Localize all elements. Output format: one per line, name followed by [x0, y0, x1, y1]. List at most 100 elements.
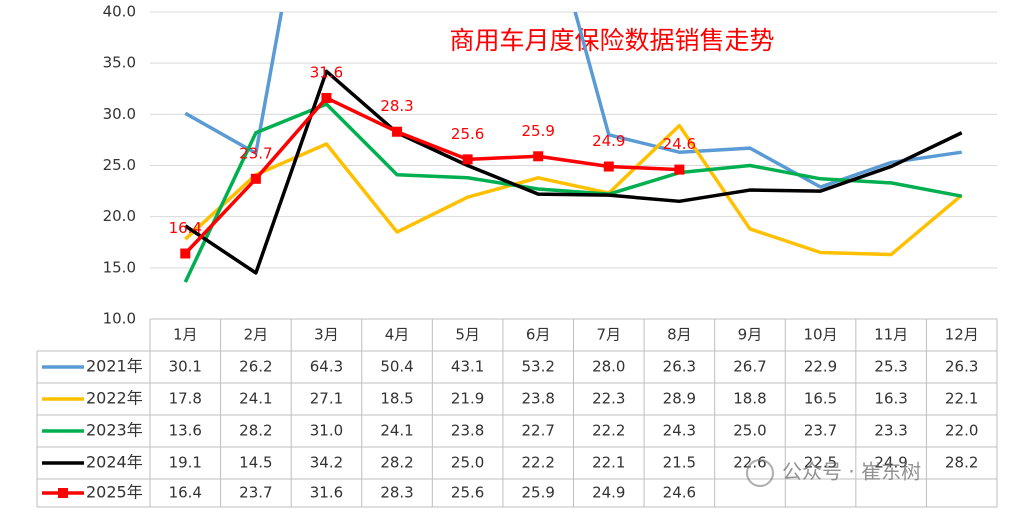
x-tick-label: 3月: [314, 326, 339, 344]
series-marker: [180, 248, 191, 259]
x-tick-label: 10月: [803, 326, 837, 344]
table-cell: 16.3: [874, 390, 907, 408]
table-cell: 23.3: [874, 422, 907, 440]
table-cell: 50.4: [380, 358, 413, 376]
table-cell: 28.2: [239, 422, 272, 440]
table-cell: 21.5: [663, 454, 696, 472]
y-tick-label: 35.0: [103, 54, 136, 72]
table-cell: 22.1: [945, 390, 978, 408]
table-cell: 13.6: [169, 422, 202, 440]
data-label: 28.3: [380, 97, 413, 115]
y-tick-label: 25.0: [103, 156, 136, 174]
table-cell: 22.2: [522, 454, 555, 472]
table-cell: 22.2: [592, 422, 625, 440]
series-marker: [392, 126, 403, 137]
table-cell: 30.1: [169, 358, 202, 376]
table-cell: 27.1: [310, 390, 343, 408]
table-cell: 23.8: [451, 422, 484, 440]
legend-label: 2023年: [86, 421, 143, 440]
table-cell: 24.9: [592, 484, 625, 502]
table-cell: 25.3: [874, 358, 907, 376]
plot-lines: [183, 12, 963, 283]
series-line: [184, 12, 962, 189]
table-cell: 23.7: [239, 484, 272, 502]
x-tick-label: 5月: [455, 326, 480, 344]
x-tick-label: 8月: [667, 326, 692, 344]
data-label: 23.7: [239, 144, 272, 162]
legend-label: 2024年: [86, 453, 143, 472]
table-cell: 18.5: [380, 390, 413, 408]
x-tick-label: 1月: [173, 326, 198, 344]
x-tick-label: 4月: [385, 326, 410, 344]
y-tick-label: 30.0: [103, 105, 136, 123]
data-label: 16.4: [169, 219, 202, 237]
table-cell: 22.0: [945, 422, 978, 440]
chart-title: 商用车月度保险数据销售走势: [449, 26, 774, 55]
legend-label: 2022年: [86, 389, 143, 408]
data-label: 24.6: [663, 135, 696, 153]
table-cell: 34.2: [310, 454, 343, 472]
data-label: 25.9: [522, 122, 555, 140]
series-marker: [250, 173, 261, 184]
x-tick-label: 6月: [526, 326, 551, 344]
x-tick-label: 9月: [738, 326, 763, 344]
table-cell: 24.1: [380, 422, 413, 440]
table-cell: 19.1: [169, 454, 202, 472]
x-tick-label: 12月: [945, 326, 979, 344]
series-line: [184, 69, 963, 275]
x-tick-label: 7月: [597, 326, 622, 344]
table-cell: 26.3: [945, 358, 978, 376]
series-marker: [533, 151, 544, 162]
table-cell: 28.2: [380, 454, 413, 472]
series-marker: [674, 164, 685, 175]
table-cell: 22.9: [804, 358, 837, 376]
table-cell: 23.8: [522, 390, 555, 408]
legend-label: 2025年: [86, 483, 143, 502]
table-cell: 53.2: [522, 358, 555, 376]
series-marker: [462, 154, 473, 165]
table-cell: 14.5: [239, 454, 272, 472]
legend-label: 2021年: [86, 357, 143, 376]
table-cell: 25.0: [733, 422, 766, 440]
table-cell: 16.4: [169, 484, 202, 502]
table-cell: 22.6: [733, 454, 766, 472]
table-cell: 22.1: [592, 454, 625, 472]
table-cell: 25.6: [451, 484, 484, 502]
table-cell: 24.9: [874, 454, 907, 472]
table-cell: 26.7: [733, 358, 766, 376]
table-cell: 16.5: [804, 390, 837, 408]
table-cell: 28.2: [945, 454, 978, 472]
y-tick-label: 20.0: [103, 207, 136, 225]
table-cell: 25.0: [451, 454, 484, 472]
y-tick-label: 15.0: [103, 258, 136, 276]
watermark-icon: [746, 459, 774, 487]
table-cell: 64.3: [310, 358, 343, 376]
table-cell: 24.1: [239, 390, 272, 408]
table-cell: 31.6: [310, 484, 343, 502]
data-label: 31.6: [310, 63, 343, 81]
x-tick-label: 2月: [244, 326, 269, 344]
y-tick-label: 40.0: [103, 3, 136, 21]
data-label: 25.6: [451, 125, 484, 143]
table-cell: 25.9: [522, 484, 555, 502]
series-line: [184, 96, 680, 255]
table-cell: 22.7: [522, 422, 555, 440]
table-cell: 26.3: [663, 358, 696, 376]
table-cell: 28.9: [663, 390, 696, 408]
table-cell: 26.2: [239, 358, 272, 376]
table-cell: 21.9: [451, 390, 484, 408]
table-cell: 43.1: [451, 358, 484, 376]
series-line: [184, 123, 963, 257]
table-cell: 28.0: [592, 358, 625, 376]
table-cell: 17.8: [169, 390, 202, 408]
table-cell: 23.7: [804, 422, 837, 440]
series-marker: [321, 92, 332, 103]
table-cell: 24.6: [663, 484, 696, 502]
table-cell: 22.3: [592, 390, 625, 408]
series-marker: [603, 161, 614, 172]
table-cell: 28.3: [380, 484, 413, 502]
table-cell: 31.0: [310, 422, 343, 440]
data-label: 24.9: [592, 132, 625, 150]
table-cell: 24.3: [663, 422, 696, 440]
